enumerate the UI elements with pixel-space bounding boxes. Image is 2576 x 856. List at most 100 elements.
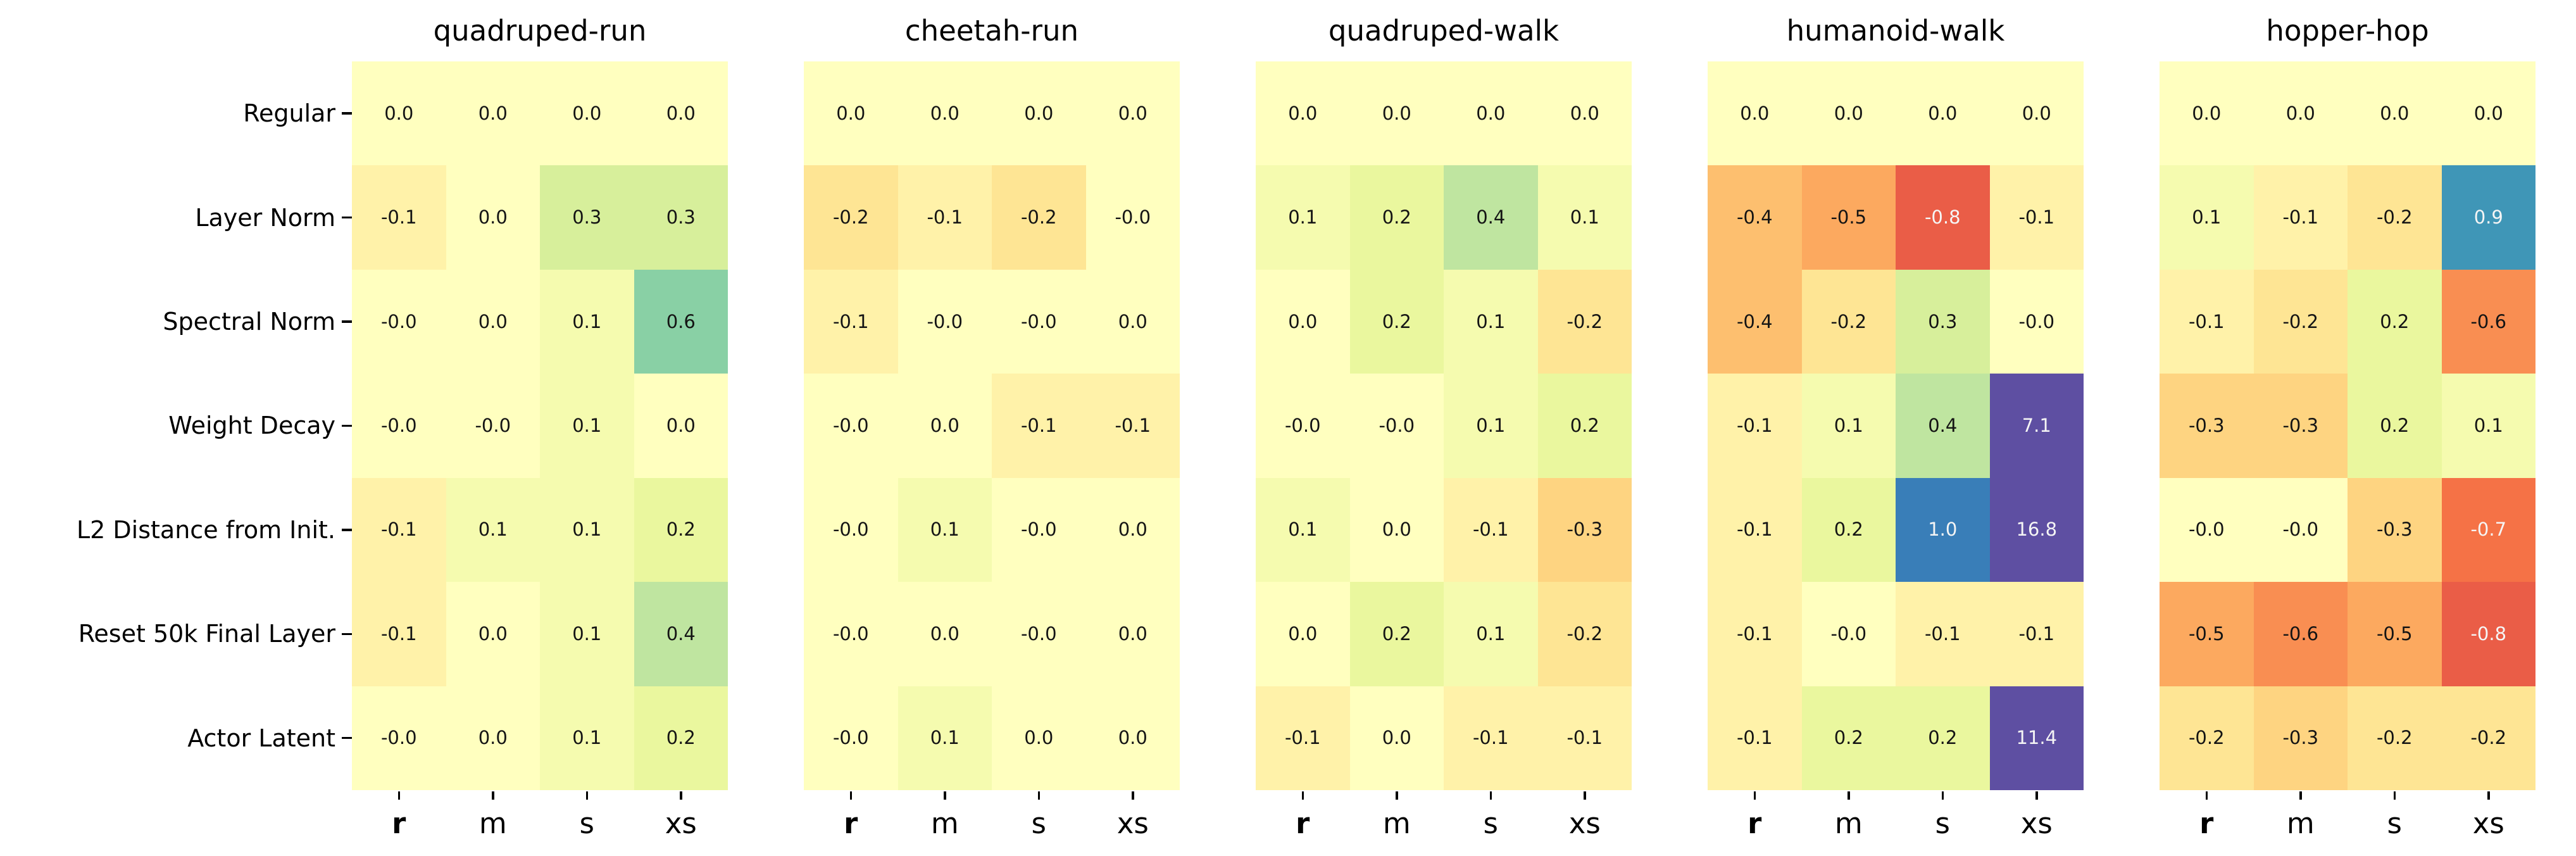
- heatmap-cell: 0.0: [897, 61, 992, 166]
- heatmap-cell: -0.1: [1708, 686, 1802, 790]
- heatmap-cell: 0.0: [992, 686, 1086, 790]
- panel-title: humanoid-walk: [1786, 14, 2005, 47]
- heatmap-cell: -0.1: [352, 165, 446, 270]
- heatmap-cell: 0.2: [2348, 374, 2442, 478]
- heatmap-cell: -0.1: [1708, 582, 1802, 686]
- heatmap-cell: 0.0: [897, 374, 992, 478]
- heatmap-cell: -0.1: [1708, 374, 1802, 478]
- x-tick-xs: xs: [1990, 790, 2084, 856]
- x-tick-label: xs: [1568, 806, 1601, 840]
- heatmap-cell: -0.3: [2253, 686, 2348, 790]
- x-tick-mark: [1584, 791, 1586, 800]
- heatmap-cell: -0.3: [1537, 477, 1632, 582]
- heatmap-grid: 0.0 0.0 0.0 0.0 0.1 -0.1 -0.2 0.9 -0.1 -0.2 0.2 -0.…: [2160, 61, 2535, 790]
- heatmap-cell: 16.8: [1989, 477, 2084, 582]
- heatmap-cell: -0.0: [446, 374, 540, 478]
- row-label-text: Weight Decay: [168, 412, 335, 440]
- row-label-text: Regular: [243, 99, 335, 128]
- heatmap-cell: -0.1: [1896, 582, 1990, 686]
- heatmap-cell: 0.0: [2348, 61, 2442, 166]
- panel-title: quadruped-run: [433, 14, 647, 47]
- y-tick-mark: [342, 216, 352, 219]
- x-tick-mark: [2205, 791, 2208, 800]
- x-tick-r: r: [1256, 790, 1350, 856]
- heatmap-cell: -0.0: [992, 582, 1086, 686]
- heatmap-cell: -0.7: [2441, 477, 2535, 582]
- heatmap-cell: -0.2: [2160, 686, 2254, 790]
- panel-title: hopper-hop: [2266, 14, 2429, 47]
- heatmap-cell: -0.1: [1537, 686, 1632, 790]
- x-tick-label: s: [2387, 806, 2402, 840]
- heatmap-cell: 0.1: [897, 477, 992, 582]
- heatmap-cell: -0.1: [1444, 686, 1538, 790]
- x-tick-mark: [1753, 791, 1756, 800]
- heatmap-cell: 0.1: [540, 582, 634, 686]
- heatmap-cell: 0.0: [1896, 61, 1990, 166]
- heatmap-panels: quadruped-run 0.0 0.0 0.0 0.0 -0.1 0.0 0.3 0.3 -0…: [352, 0, 2535, 856]
- heatmap-cell: -0.2: [804, 165, 898, 270]
- heatmap-cell: -0.0: [992, 269, 1086, 374]
- heatmap-cell: -0.0: [1989, 269, 2084, 374]
- x-tick-s: s: [992, 790, 1086, 856]
- x-tick-xs: xs: [1538, 790, 1632, 856]
- heatmap-cell: 0.0: [1444, 61, 1538, 166]
- heatmap-cell: 0.3: [634, 165, 728, 270]
- heatmap-cell: -0.4: [1708, 165, 1802, 270]
- heatmap-cell: 0.1: [1256, 477, 1350, 582]
- x-tick-m: m: [446, 790, 541, 856]
- heatmap-cell: -0.3: [2348, 477, 2442, 582]
- y-tick-mark: [342, 424, 352, 427]
- heatmap-cell: 0.0: [446, 686, 540, 790]
- heatmap-cell: -0.0: [352, 269, 446, 374]
- heatmap-cell: 0.2: [634, 477, 728, 582]
- heatmap-cell: 0.3: [1896, 269, 1990, 374]
- heatmap-cell: 0.2: [1349, 582, 1444, 686]
- x-tick-label: s: [579, 806, 594, 840]
- heatmap-cell: -0.0: [352, 374, 446, 478]
- x-tick-mark: [849, 791, 852, 800]
- heatmap-cell: -0.1: [1444, 477, 1538, 582]
- heatmap-cell: 0.1: [540, 477, 634, 582]
- heatmap-cell: 7.1: [1989, 374, 2084, 478]
- heatmap-grid: 0.0 0.0 0.0 0.0 -0.4 -0.5 -0.8 -0.1 -0.4 -0.2 0.3-…: [1708, 61, 2084, 790]
- heatmap-cell: 0.1: [540, 269, 634, 374]
- row-label-0: Regular: [0, 61, 352, 165]
- x-tick-r: r: [2160, 790, 2254, 856]
- y-tick-mark: [342, 736, 352, 740]
- heatmap-cell: 0.0: [352, 61, 446, 166]
- panel-humanoid-walk: humanoid-walk 0.0 0.0 0.0 0.0 -0.4 -0.5 -0.8 -0.…: [1708, 0, 2084, 856]
- heatmap-cell: 0.1: [446, 477, 540, 582]
- row-label-text: Spectral Norm: [163, 308, 335, 336]
- heatmap-cell: -0.0: [1801, 582, 1896, 686]
- row-label-1: Layer Norm: [0, 165, 352, 269]
- heatmap-cell: 0.2: [2348, 269, 2442, 374]
- heatmap-cell: -0.0: [804, 582, 898, 686]
- heatmap-cell: 0.1: [2441, 374, 2535, 478]
- heatmap-cell: -0.1: [992, 374, 1086, 478]
- x-tick-mark: [1489, 791, 1492, 800]
- heatmap-cell: -0.6: [2253, 582, 2348, 686]
- heatmap-cell: 0.0: [1085, 582, 1180, 686]
- heatmap-cell: 0.2: [1349, 165, 1444, 270]
- heatmap-cell: -0.2: [1801, 269, 1896, 374]
- x-tick-mark: [1848, 791, 1850, 800]
- panel-hopper-hop: hopper-hop 0.0 0.0 0.0 0.0 0.1 -0.1 -0.2 0.9 -0.1…: [2160, 0, 2535, 856]
- heatmap-cell: -0.3: [2160, 374, 2254, 478]
- heatmap-cell: 0.2: [1896, 686, 1990, 790]
- heatmap-cell: 0.1: [2160, 165, 2254, 270]
- heatmap-cell: 1.0: [1896, 477, 1990, 582]
- x-tick-label: r: [392, 806, 406, 840]
- x-tick-label: r: [2199, 806, 2214, 840]
- x-tick-mark: [1132, 791, 1134, 800]
- heatmap-grid: 0.0 0.0 0.0 0.0 -0.1 0.0 0.3 0.3 -0.0 0.0 0.1 0.6 -0…: [352, 61, 728, 790]
- heatmap-cell: 0.0: [1349, 477, 1444, 582]
- heatmap-cell: -0.0: [992, 477, 1086, 582]
- heatmap-cell: -0.0: [804, 477, 898, 582]
- heatmap-cell: 0.0: [446, 269, 540, 374]
- heatmap-cell: -0.5: [2348, 582, 2442, 686]
- x-tick-m: m: [2254, 790, 2348, 856]
- heatmap-cell: 0.0: [446, 61, 540, 166]
- x-tick-m: m: [898, 790, 992, 856]
- x-tick-label: xs: [665, 806, 697, 840]
